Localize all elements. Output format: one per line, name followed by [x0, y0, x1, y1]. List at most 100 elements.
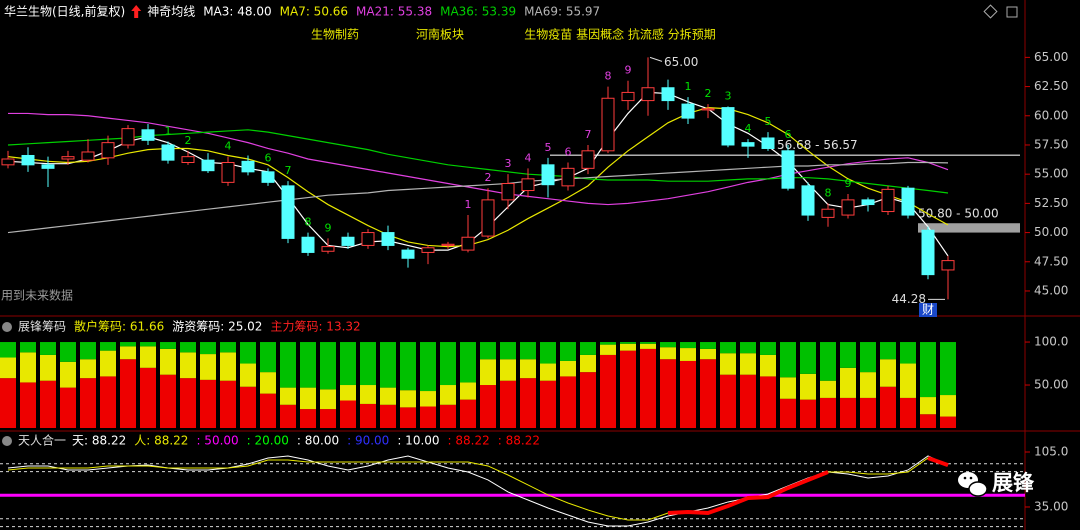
candle-body [601, 97, 615, 152]
chip-bar [120, 346, 136, 360]
chip-bar [700, 342, 716, 349]
chip-bar [500, 342, 516, 360]
chip-bar [400, 342, 416, 391]
candle-body [721, 107, 735, 146]
chip-bar [940, 342, 956, 396]
chip-bar [800, 399, 816, 428]
window-icon[interactable] [1006, 6, 1018, 18]
setup-count: 6 [785, 128, 792, 141]
chip-bar [940, 395, 956, 417]
chip-bar [160, 348, 176, 375]
chip-bar [780, 398, 796, 428]
chip-bar [20, 342, 36, 353]
chip-bar [700, 359, 716, 428]
chip-bar [640, 348, 656, 428]
chip-bar [120, 359, 136, 428]
setup-count: 8 [605, 70, 612, 83]
candle-body [541, 164, 555, 186]
chip-bar [0, 342, 16, 358]
setup-count: 4 [525, 151, 532, 164]
setup-count: 8 [825, 186, 832, 199]
note: 用到未来数据 [1, 288, 73, 303]
window-icon[interactable] [983, 4, 998, 19]
chip-bar [420, 391, 436, 407]
chip-bar [200, 379, 216, 428]
chip-bar [580, 372, 596, 428]
chip-bar [20, 382, 36, 428]
chip-bar [180, 352, 196, 379]
legend-entry: MA3: 48.00 [203, 5, 271, 19]
chip-bar [580, 354, 596, 373]
candle-body [381, 232, 395, 246]
candle-body [241, 160, 255, 173]
chip-bar [260, 342, 276, 373]
chip-bar [660, 347, 676, 360]
candle-body [881, 188, 895, 213]
candle-body [201, 159, 215, 172]
chip-bar [740, 374, 756, 428]
chip-bar [0, 357, 16, 379]
max-pointer [649, 56, 663, 62]
setup-count: 9 [845, 177, 852, 190]
chip-bar [200, 342, 216, 355]
setup-count: 1 [685, 80, 692, 93]
chip-bar [760, 376, 776, 428]
chip-bar [460, 399, 476, 428]
chip-bar [880, 386, 896, 428]
chip-bar [380, 387, 396, 405]
chip-bar [260, 393, 276, 428]
y-tick-label: 55.00 [1034, 167, 1068, 181]
chip-bar [860, 372, 876, 398]
candle-body [181, 156, 195, 163]
chip-bar [300, 342, 316, 388]
candle-body [521, 178, 535, 192]
chip-bar [540, 363, 556, 381]
legend-entry: MA36: 53.39 [440, 5, 516, 19]
candle-body [321, 246, 335, 252]
chip-bar [760, 342, 776, 355]
chip-bar [780, 377, 796, 399]
concept-tag: 生物疫苗 基因概念 抗流感 分拆预期 [524, 27, 715, 42]
chip-bar [320, 409, 336, 428]
y-tick-label: 65.00 [1034, 50, 1068, 64]
candle-body [701, 108, 715, 111]
candle-body [741, 142, 755, 147]
chip-bar [180, 342, 196, 353]
chip-bar [220, 342, 236, 353]
chip-bar [660, 342, 676, 348]
candle-body [21, 154, 35, 166]
y-tick-label: 35.00 [1034, 499, 1068, 513]
chip-bar [280, 387, 296, 405]
chip-bar [40, 354, 56, 381]
chip-bar [800, 373, 816, 400]
indicator-name: 神奇均线 [147, 5, 195, 19]
y-tick-label: 50.00 [1034, 378, 1068, 392]
legend-entry: : 88.22 [448, 434, 490, 448]
price-level-label: 50.80 - 50.00 [918, 207, 999, 221]
badge-box [919, 303, 937, 317]
y-tick-label: 62.50 [1034, 79, 1068, 93]
panel-icon[interactable] [2, 322, 12, 332]
candle-body [101, 142, 115, 159]
chip-bar [920, 397, 936, 415]
chip-bar [840, 397, 856, 428]
setup-count: 1 [165, 124, 172, 137]
candle-body [621, 91, 635, 102]
chip-bar [460, 342, 476, 383]
chip-bar [600, 342, 616, 345]
chip-bar [220, 380, 236, 428]
chip-bar [400, 390, 416, 408]
candle-body [641, 87, 655, 102]
candle-body [401, 249, 415, 259]
chip-bar [0, 378, 16, 428]
candle-body [221, 161, 235, 183]
legend-entry: MA69: 55.97 [524, 5, 600, 19]
panel-icon[interactable] [2, 436, 12, 446]
chip-bar [900, 397, 916, 428]
y-tick-label: 60.00 [1034, 108, 1068, 122]
y-tick-label: 52.50 [1034, 196, 1068, 210]
legend-entry: MA21: 55.38 [356, 5, 432, 19]
candle-body [861, 199, 875, 206]
chip-bar [380, 404, 396, 428]
